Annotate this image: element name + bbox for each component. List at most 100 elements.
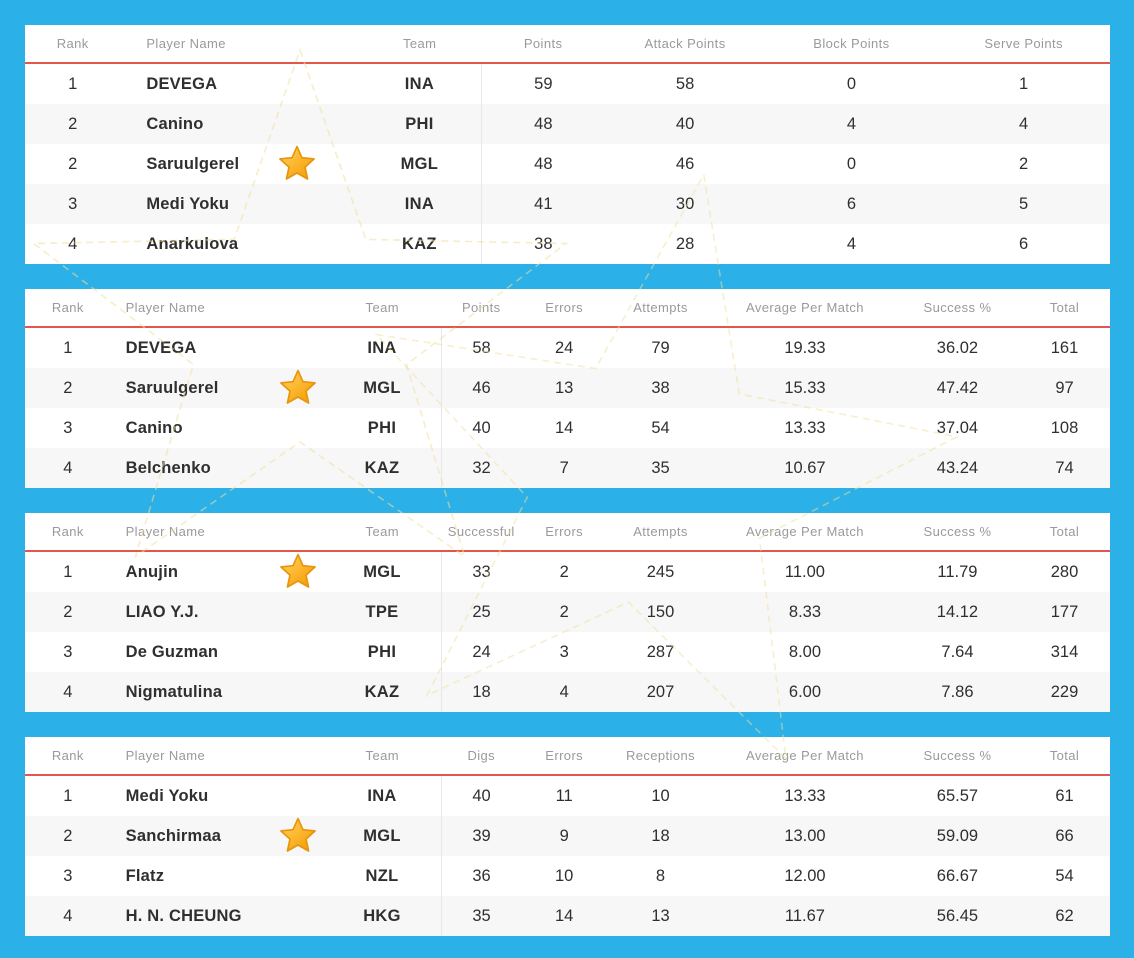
column-header-total: Total (1018, 513, 1110, 552)
player-row: 2 Saruulgerel MGL 46 13 38 15.33 47.42 97 (25, 368, 1110, 408)
stat-cell: 65.57 (936, 786, 979, 805)
stat-cell: 8.33 (788, 602, 822, 621)
player-name: Anarkulova (146, 234, 239, 253)
star-icon (279, 145, 316, 180)
team-cell: KAZ (402, 234, 437, 253)
stat-cell: 48 (481, 144, 605, 184)
stat-cell: 79 (651, 338, 670, 357)
stat-cell: 11.67 (784, 906, 825, 925)
table-header: Rank Player Name Team Points Attack Points Bl… (25, 25, 1110, 64)
stat-cell: 19.33 (784, 338, 826, 357)
column-header-team: Team (323, 289, 442, 328)
column-header-success: Success % (895, 513, 1019, 552)
stat-cell: 24 (555, 338, 574, 357)
stat-cell: 13.33 (784, 418, 826, 437)
player-row: 3 Canino PHI 40 14 54 13.33 37.04 108 (25, 408, 1110, 448)
player-row: 4 Belchenko KAZ 32 7 35 10.67 43.24 74 (25, 448, 1110, 488)
stat-cell: 9 (559, 826, 569, 845)
player-cell: DEVEGA (120, 63, 357, 104)
rank-cell: 4 (68, 234, 78, 253)
player-row: 4 H. N. CHEUNG HKG 35 14 13 11.67 56.45 62 (25, 896, 1110, 936)
player-row: 3 De Guzman PHI 24 3 287 8.00 7.64 314 (25, 632, 1110, 672)
stat-cell: 4 (559, 682, 569, 701)
column-header-errors: Errors (521, 737, 607, 776)
rank-cell: 1 (63, 786, 73, 805)
stat-cell: 10 (651, 786, 670, 805)
stat-cell: 280 (1050, 562, 1079, 581)
rank-cell: 1 (63, 338, 73, 357)
team-cell: PHI (405, 114, 434, 133)
rank-cell: 2 (63, 602, 73, 621)
player-name: Medi Yoku (146, 194, 230, 213)
stat-cell: 46 (440, 368, 522, 408)
stat-cell: 0 (846, 74, 857, 93)
stat-cell: 7 (559, 458, 569, 477)
player-cell: Belchenko (111, 448, 324, 488)
stat-cell: 14 (555, 906, 574, 925)
player-cell: De Guzman (111, 632, 324, 672)
team-cell: MGL (363, 378, 401, 397)
rank-cell: 2 (63, 826, 73, 845)
stat-cell: 28 (675, 234, 695, 253)
column-header-receptions: Receptions (606, 737, 714, 776)
stat-cell: 314 (1050, 642, 1079, 661)
stat-cell: 97 (1055, 378, 1074, 397)
stat-cell: 48 (481, 104, 605, 144)
stat-cell: 41 (481, 184, 605, 224)
rank-cell: 3 (63, 642, 73, 661)
stat-cell: 1 (1019, 74, 1029, 93)
stat-cell: 4 (846, 234, 857, 253)
player-row: 3 Medi Yoku INA 41 30 6 5 (25, 184, 1110, 224)
column-header-average-per-match: Average Per Match (714, 513, 896, 552)
stat-cell: 40 (675, 114, 695, 133)
star-icon (279, 553, 316, 588)
scoring-leaders-table: Rank Player Name Team Points Attack Points Bl… (25, 25, 1110, 264)
rank-cell: 3 (63, 866, 73, 885)
player-cell: Saruulgerel (120, 144, 357, 184)
stat-cell: 3 (559, 642, 569, 661)
stat-cell: 35 (440, 896, 522, 936)
column-header-average-per-match: Average Per Match (714, 289, 896, 328)
star-icon (279, 369, 316, 404)
player-cell: Anarkulova (120, 224, 357, 264)
team-cell: INA (367, 338, 397, 357)
player-cell: LIAO Y.J. (111, 592, 324, 632)
column-header-success: Success % (895, 289, 1019, 328)
player-row: 2 Saruulgerel MGL 48 46 0 2 (25, 144, 1110, 184)
player-name: Anujin (125, 562, 179, 581)
column-header-player-name: Player Name (120, 25, 358, 64)
stat-cell: 161 (1050, 338, 1079, 357)
column-header-total: Total (1018, 289, 1110, 328)
stat-cell: 38 (651, 378, 670, 397)
column-header-digs: Digs (441, 737, 522, 776)
player-cell: DEVEGA (111, 327, 324, 368)
rank-cell: 3 (68, 194, 78, 213)
stat-cell: 287 (646, 642, 675, 661)
stat-cell: 150 (646, 602, 675, 621)
player-name: Canino (125, 418, 183, 437)
stat-cell: 32 (440, 448, 522, 488)
rank-cell: 1 (63, 562, 73, 581)
stat-cell: 30 (675, 194, 695, 213)
player-cell: Saruulgerel (111, 368, 324, 408)
column-header-player-name: Player Name (110, 289, 324, 328)
team-cell: KAZ (364, 682, 400, 701)
player-cell: Anujin (111, 551, 324, 592)
rank-cell: 1 (68, 74, 78, 93)
table-header: Rank Player Name Team Successful Errors Attem… (25, 513, 1110, 552)
stat-cell: 177 (1050, 602, 1079, 621)
player-name: Belchenko (125, 458, 211, 477)
stat-cell: 13.00 (784, 826, 826, 845)
stat-cell: 37.04 (936, 418, 979, 437)
column-header-errors: Errors (521, 289, 607, 328)
stat-cell: 59.09 (936, 826, 979, 845)
stat-cell: 2 (559, 602, 569, 621)
player-cell: Flatz (111, 856, 324, 896)
player-name: Nigmatulina (125, 682, 223, 701)
rank-cell: 4 (63, 906, 73, 925)
player-cell: Canino (111, 408, 324, 448)
column-header-team: Team (323, 513, 442, 552)
player-name: LIAO Y.J. (125, 602, 199, 621)
player-row: 2 Sanchirmaa MGL 39 9 18 13.00 59.09 66 (25, 816, 1110, 856)
column-header-rank: Rank (25, 737, 111, 776)
